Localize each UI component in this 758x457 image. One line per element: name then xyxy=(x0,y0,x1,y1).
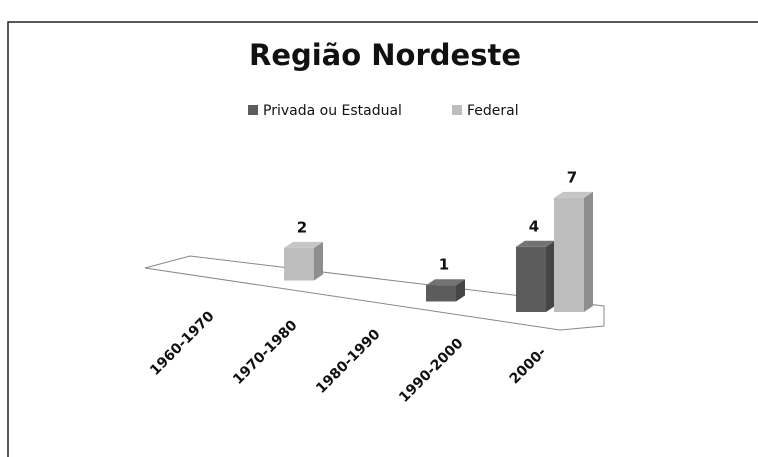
legend-label: Privada ou Estadual xyxy=(263,103,402,119)
floor xyxy=(144,255,605,331)
chart-title: Região Nordeste xyxy=(249,38,521,72)
bar-side xyxy=(546,240,555,312)
bar xyxy=(554,197,584,312)
legend-swatch xyxy=(248,105,258,115)
bar xyxy=(516,246,546,312)
bar-side xyxy=(314,241,323,281)
bar-top xyxy=(284,241,323,248)
bar-top xyxy=(426,279,465,286)
bar-side xyxy=(584,191,593,312)
bar-side xyxy=(456,279,465,302)
data-label: 2 xyxy=(297,218,307,236)
data-label: 4 xyxy=(529,217,539,235)
bar xyxy=(426,285,456,302)
legend: Privada ou Estadual Federal xyxy=(248,103,519,119)
bar-top xyxy=(554,191,593,198)
data-label: 1 xyxy=(439,256,449,274)
legend-swatch xyxy=(452,105,462,115)
data-label: 7 xyxy=(567,168,577,186)
legend-label: Federal xyxy=(467,103,519,119)
bar xyxy=(284,247,314,281)
chart-frame xyxy=(7,21,758,457)
bar-top xyxy=(516,240,555,247)
